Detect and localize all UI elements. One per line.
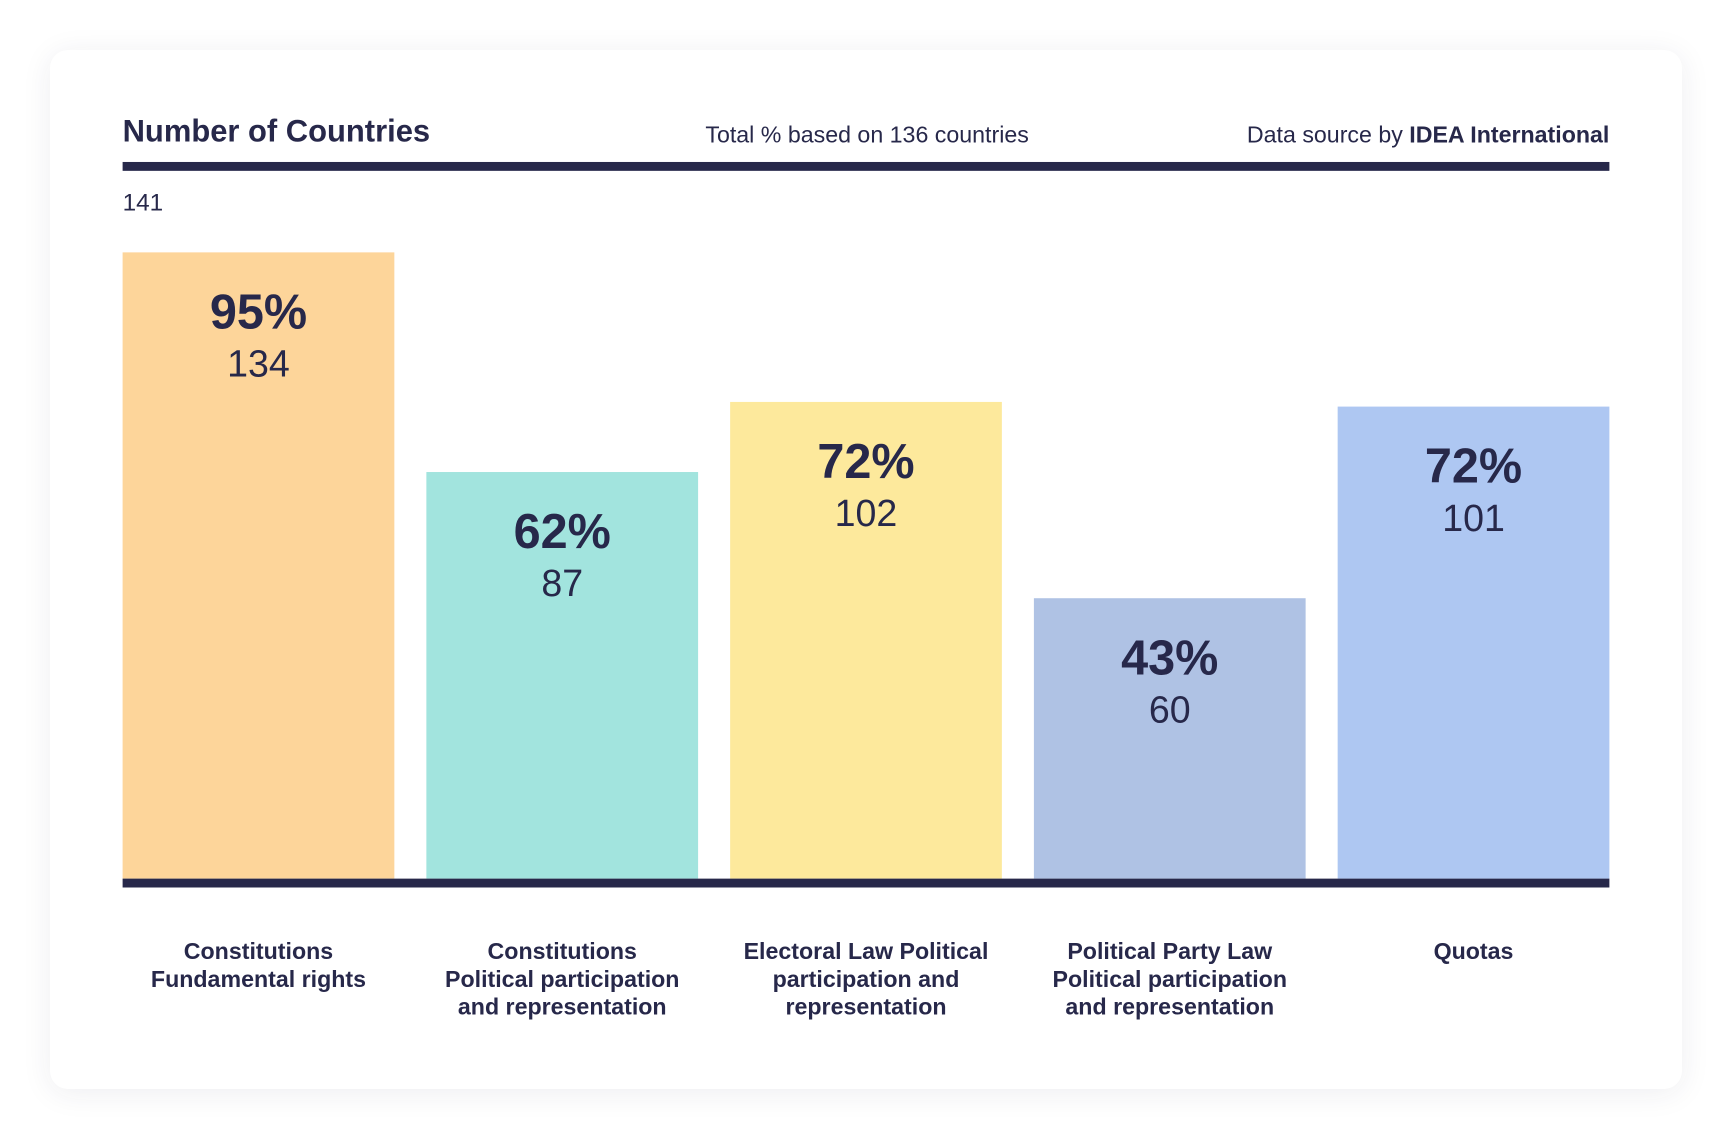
chart-subtitle: Total % based on 136 countries (705, 122, 1029, 148)
share-label: 43% (1121, 631, 1218, 685)
x-axis (122, 878, 1610, 888)
bar (1337, 406, 1610, 879)
x-tick-label: Constitutions (488, 938, 637, 964)
x-tick-label: participation and (773, 966, 960, 992)
y-tick-label: 141 (123, 190, 164, 217)
header-rule (122, 161, 1610, 171)
x-tick-label: Political Party Law (1067, 938, 1273, 964)
data-source: Data source by IDEA International (1247, 122, 1609, 148)
bar (122, 252, 395, 879)
chart-title: Number of Countries (123, 113, 430, 148)
x-tick-label: and representation (1065, 994, 1274, 1020)
value-label: 102 (835, 492, 898, 534)
bar (730, 401, 1002, 879)
x-tick-label: Constitutions (184, 938, 333, 964)
x-tick-label: and representation (458, 994, 667, 1020)
share-label: 72% (1425, 440, 1522, 494)
source-name: IDEA International (1409, 122, 1609, 148)
x-tick-label: representation (785, 994, 946, 1020)
value-label: 101 (1442, 497, 1505, 539)
share-label: 62% (514, 505, 611, 559)
share-label: 72% (817, 435, 914, 489)
value-label: 134 (227, 343, 290, 385)
bar (426, 472, 699, 879)
x-tick-label: Electoral Law Political (744, 938, 989, 964)
x-tick-label: Quotas (1434, 938, 1514, 964)
share-label: 95% (210, 285, 307, 339)
x-tick-label: Political participation (1053, 966, 1287, 992)
x-tick-label: Fundamental rights (151, 966, 366, 992)
value-label: 60 (1149, 688, 1191, 730)
value-label: 87 (541, 562, 583, 604)
source-prefix: Data source by (1247, 122, 1403, 148)
bar (1033, 598, 1306, 879)
x-tick-label: Political participation (445, 966, 679, 992)
